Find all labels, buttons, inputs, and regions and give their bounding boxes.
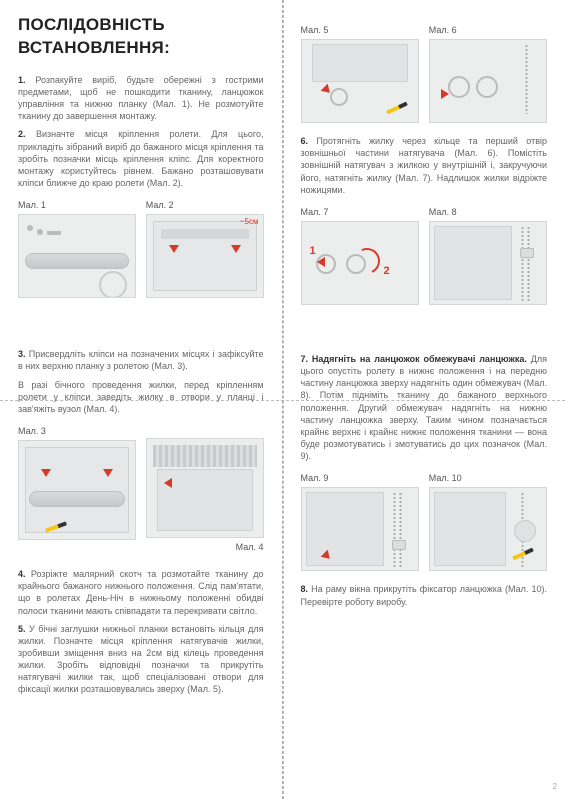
step-3: 3. Присвердліть кліпси на позначених міс… <box>18 348 264 372</box>
chain-ring-icon <box>99 271 127 298</box>
blind-roll-icon <box>29 491 125 507</box>
figure-label: Мал. 7 <box>301 206 419 218</box>
figure-label: Мал. 5 <box>301 24 419 36</box>
screwdriver-icon <box>386 102 408 115</box>
chain-icon <box>399 492 402 568</box>
figure-10: Мал. 10 <box>429 472 547 571</box>
holder-icon <box>514 520 536 542</box>
figure-row-9-10: Мал. 9 Мал. 10 <box>301 472 548 571</box>
figure-row-5-6: Мал. 5 Мал. 6 <box>301 24 548 123</box>
tensioner-icon <box>476 76 498 98</box>
arrow-icon <box>103 469 113 477</box>
arrow-icon <box>231 245 241 253</box>
figure-label: Мал. 1 <box>18 199 136 211</box>
figure-label: Мал. 8 <box>429 206 547 218</box>
limiter-icon <box>392 540 406 550</box>
mechanism-icon <box>153 445 257 467</box>
figure-label: Мал. 6 <box>429 24 547 36</box>
step-2: 2. Визначте місця кріплення ролети. Для … <box>18 128 264 189</box>
chain-icon <box>521 226 524 302</box>
figure-box <box>429 221 547 305</box>
left-column: ПОСЛІДОВНІСТЬ ВСТАНОВЛЕННЯ: 1. Розпакуйт… <box>0 0 283 799</box>
figure-2: Мал. 2 ~5см <box>146 199 264 298</box>
figure-4: Мал. 4 <box>146 425 264 556</box>
limiter-icon <box>520 248 534 258</box>
arrow-icon <box>41 469 51 477</box>
figure-box: 1 2 <box>301 221 419 305</box>
chain-icon <box>525 44 528 114</box>
page-number: 2 <box>553 782 557 793</box>
step-number: 1 <box>310 244 316 259</box>
step-3a: В разі бічного проведення жилки, перед к… <box>18 379 264 415</box>
chain-icon <box>527 226 530 302</box>
figure-row-7-8: Мал. 7 1 2 Мал. 8 <box>301 206 548 305</box>
tensioner-icon <box>448 76 470 98</box>
arrow-icon <box>441 89 449 99</box>
figure-label: Мал. 2 <box>146 199 264 211</box>
figure-box <box>429 39 547 123</box>
page-title: ПОСЛІДОВНІСТЬ ВСТАНОВЛЕННЯ: <box>18 14 264 60</box>
right-column: Мал. 5 Мал. 6 6. Протягніть жилку чер <box>283 0 565 799</box>
figure-box <box>18 440 136 540</box>
parts-icon <box>27 225 67 245</box>
figure-label: Мал. 10 <box>429 472 547 484</box>
arrow-icon <box>164 478 172 488</box>
figure-5: Мал. 5 <box>301 24 419 123</box>
figure-row-3-4: Мал. 3 Мал. 4 <box>18 425 264 556</box>
dimension-label: ~5см <box>240 217 259 228</box>
frame-icon <box>25 447 129 533</box>
fabric-icon <box>312 44 408 82</box>
figure-box <box>146 438 264 538</box>
figure-1: Мал. 1 <box>18 199 136 298</box>
step-6: 6. Протягніть жилку через кільце та перш… <box>301 135 548 196</box>
figure-box: ~5см <box>146 214 264 298</box>
step-7: 7. Надягніть на ланцюжок обмежувачі ланц… <box>301 353 548 462</box>
figure-label: Мал. 3 <box>18 425 136 437</box>
step-1: 1. Розпакуйте виріб, будьте обережні з г… <box>18 74 264 123</box>
top-bar-icon <box>161 229 249 239</box>
figure-box <box>429 487 547 571</box>
figure-row-1-2: Мал. 1 Мал. 2 <box>18 199 264 298</box>
figure-box <box>301 487 419 571</box>
figure-7: Мал. 7 1 2 <box>301 206 419 305</box>
figure-label: Мал. 4 <box>146 541 264 553</box>
figure-6: Мал. 6 <box>429 24 547 123</box>
figure-3: Мал. 3 <box>18 425 136 556</box>
step-8: 8. На раму вікна прикрутіть фіксатор лан… <box>301 583 548 607</box>
figure-9: Мал. 9 <box>301 472 419 571</box>
fabric-icon <box>306 492 384 566</box>
arrow-icon <box>169 245 179 253</box>
blind-roll-icon <box>25 253 129 269</box>
figure-box <box>18 214 136 298</box>
fabric-icon <box>434 226 512 300</box>
step-4: 4. Розріжте малярний скотч та розмотайте… <box>18 568 264 617</box>
instruction-page: ПОСЛІДОВНІСТЬ ВСТАНОВЛЕННЯ: 1. Розпакуйт… <box>0 0 565 799</box>
ring-icon <box>330 88 348 106</box>
arrow-icon <box>317 257 325 267</box>
figure-8: Мал. 8 <box>429 206 547 305</box>
step-number: 2 <box>384 264 390 279</box>
step-5: 5. У бічні заглушки нижньої планки встан… <box>18 623 264 696</box>
figure-box <box>301 39 419 123</box>
figure-label: Мал. 9 <box>301 472 419 484</box>
fabric-icon <box>434 492 506 566</box>
chain-icon <box>393 492 396 568</box>
